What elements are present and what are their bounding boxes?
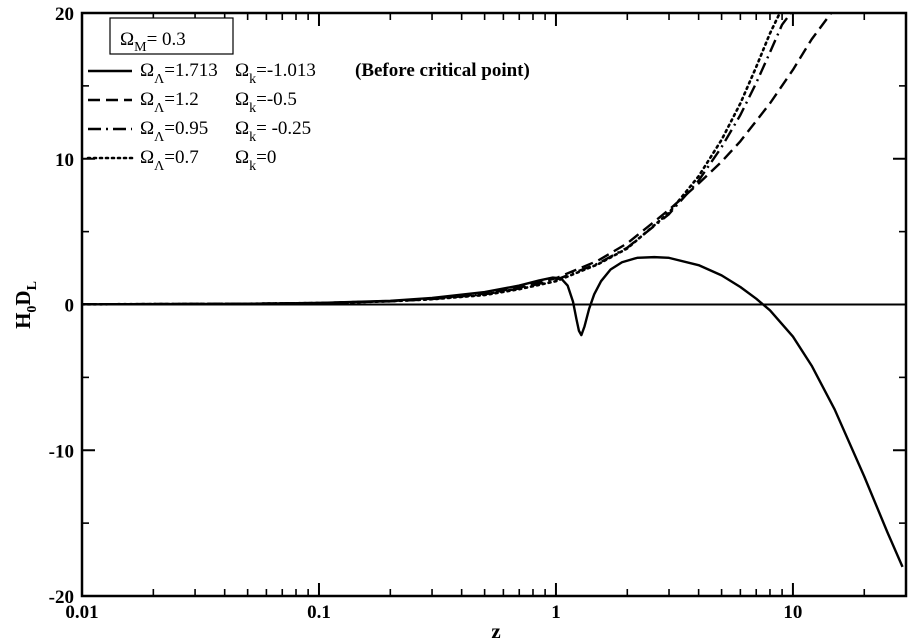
legend-lambda-3: ΩΛ=0.95 [140,118,208,145]
series-line-3 [82,13,792,306]
gridless-plot-area [80,11,908,598]
legend-lambda-sub: Λ [154,159,165,174]
legend-box-frame [109,17,234,55]
legend-k-value: = -0.25 [256,118,311,139]
legend-box-omega: Ω [120,29,134,50]
legend-lambda-2: ΩΛ=1.2 [140,89,199,116]
legend-omega-symbol: Ω [140,60,154,81]
x-tick-label: 10 [783,602,802,623]
legend-k-value: =-1.013 [256,60,316,81]
x-tick-label: 0.1 [307,602,331,623]
legend-lambda-value: =1.2 [164,89,198,110]
axis-ticks: 0.01 0.1 1 10 -20 -10 0 10 20 [49,4,907,623]
y-axis-label-sub2: L [25,281,40,290]
y-axis-label-mid: D [11,290,35,305]
legend-lambda-4: ΩΛ=0.7 [140,147,199,174]
legend-omega-symbol: Ω [140,118,154,139]
series-line-4 [82,13,782,306]
legend-lambda-sub: Λ [154,130,165,145]
legend-omega-symbol: Ω [235,118,249,139]
legend-box-text: ΩM= 0.3 [120,29,186,55]
legend-k-sub: k [249,72,256,87]
legend-omega-symbol: Ω [235,60,249,81]
legend-note: (Before critical point) [355,60,530,81]
legend-lambda-value: =1.713 [164,60,217,81]
legend: ΩΛ=1.713 Ωk=-1.013 (Before critical point)… [86,60,530,174]
legend-omega-symbol: Ω [140,89,154,110]
x-tick-label: 1 [551,602,561,623]
legend-k-2: Ωk=-0.5 [235,89,297,116]
legend-k-1: Ωk=-1.013 [235,60,316,87]
y-tick-label: -10 [49,441,74,462]
legend-k-3: Ωk= -0.25 [235,118,311,145]
legend-lambda-1: ΩΛ=1.713 [140,60,218,87]
legend-lambda-value: =0.95 [164,118,208,139]
legend-lambda-sub: Λ [154,101,165,116]
y-axis-label: H0DL [11,281,40,329]
y-tick-label: 10 [55,150,74,171]
legend-omega-symbol: Ω [140,147,154,168]
legend-k-sub: k [249,159,256,174]
legend-box: ΩM= 0.3 [109,17,234,55]
legend-lambda-value: =0.7 [164,147,198,168]
legend-k-sub: k [249,101,256,116]
y-tick-label: -20 [49,587,74,608]
x-tick-label: 0.01 [65,602,98,623]
legend-box-value: = 0.3 [147,29,186,50]
x-axis-label: z [491,619,500,641]
legend-lambda-sub: Λ [154,72,165,87]
legend-k-value: =-0.5 [256,89,297,110]
y-tick-label: 20 [55,4,74,25]
y-axis-label-main: H [11,313,35,329]
legend-omega-symbol: Ω [235,89,249,110]
y-tick-label: 0 [65,296,75,317]
legend-box-sub: M [134,40,147,55]
legend-omega-symbol: Ω [235,147,249,168]
legend-k-value: =0 [256,147,276,168]
legend-k-sub: k [249,130,256,145]
series-layer [82,13,904,568]
series-line-1 [82,255,904,568]
y-axis-label-sub1: 0 [25,306,40,313]
legend-k-4: Ωk=0 [235,147,276,174]
